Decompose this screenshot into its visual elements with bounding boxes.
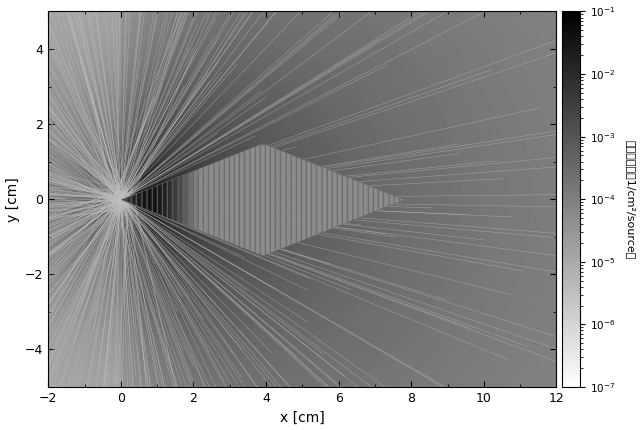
Y-axis label: y [cm]: y [cm]: [6, 177, 20, 221]
Y-axis label: フルエンス［1/cm²/source］: フルエンス［1/cm²/source］: [625, 140, 636, 259]
X-axis label: x [cm]: x [cm]: [280, 411, 324, 424]
